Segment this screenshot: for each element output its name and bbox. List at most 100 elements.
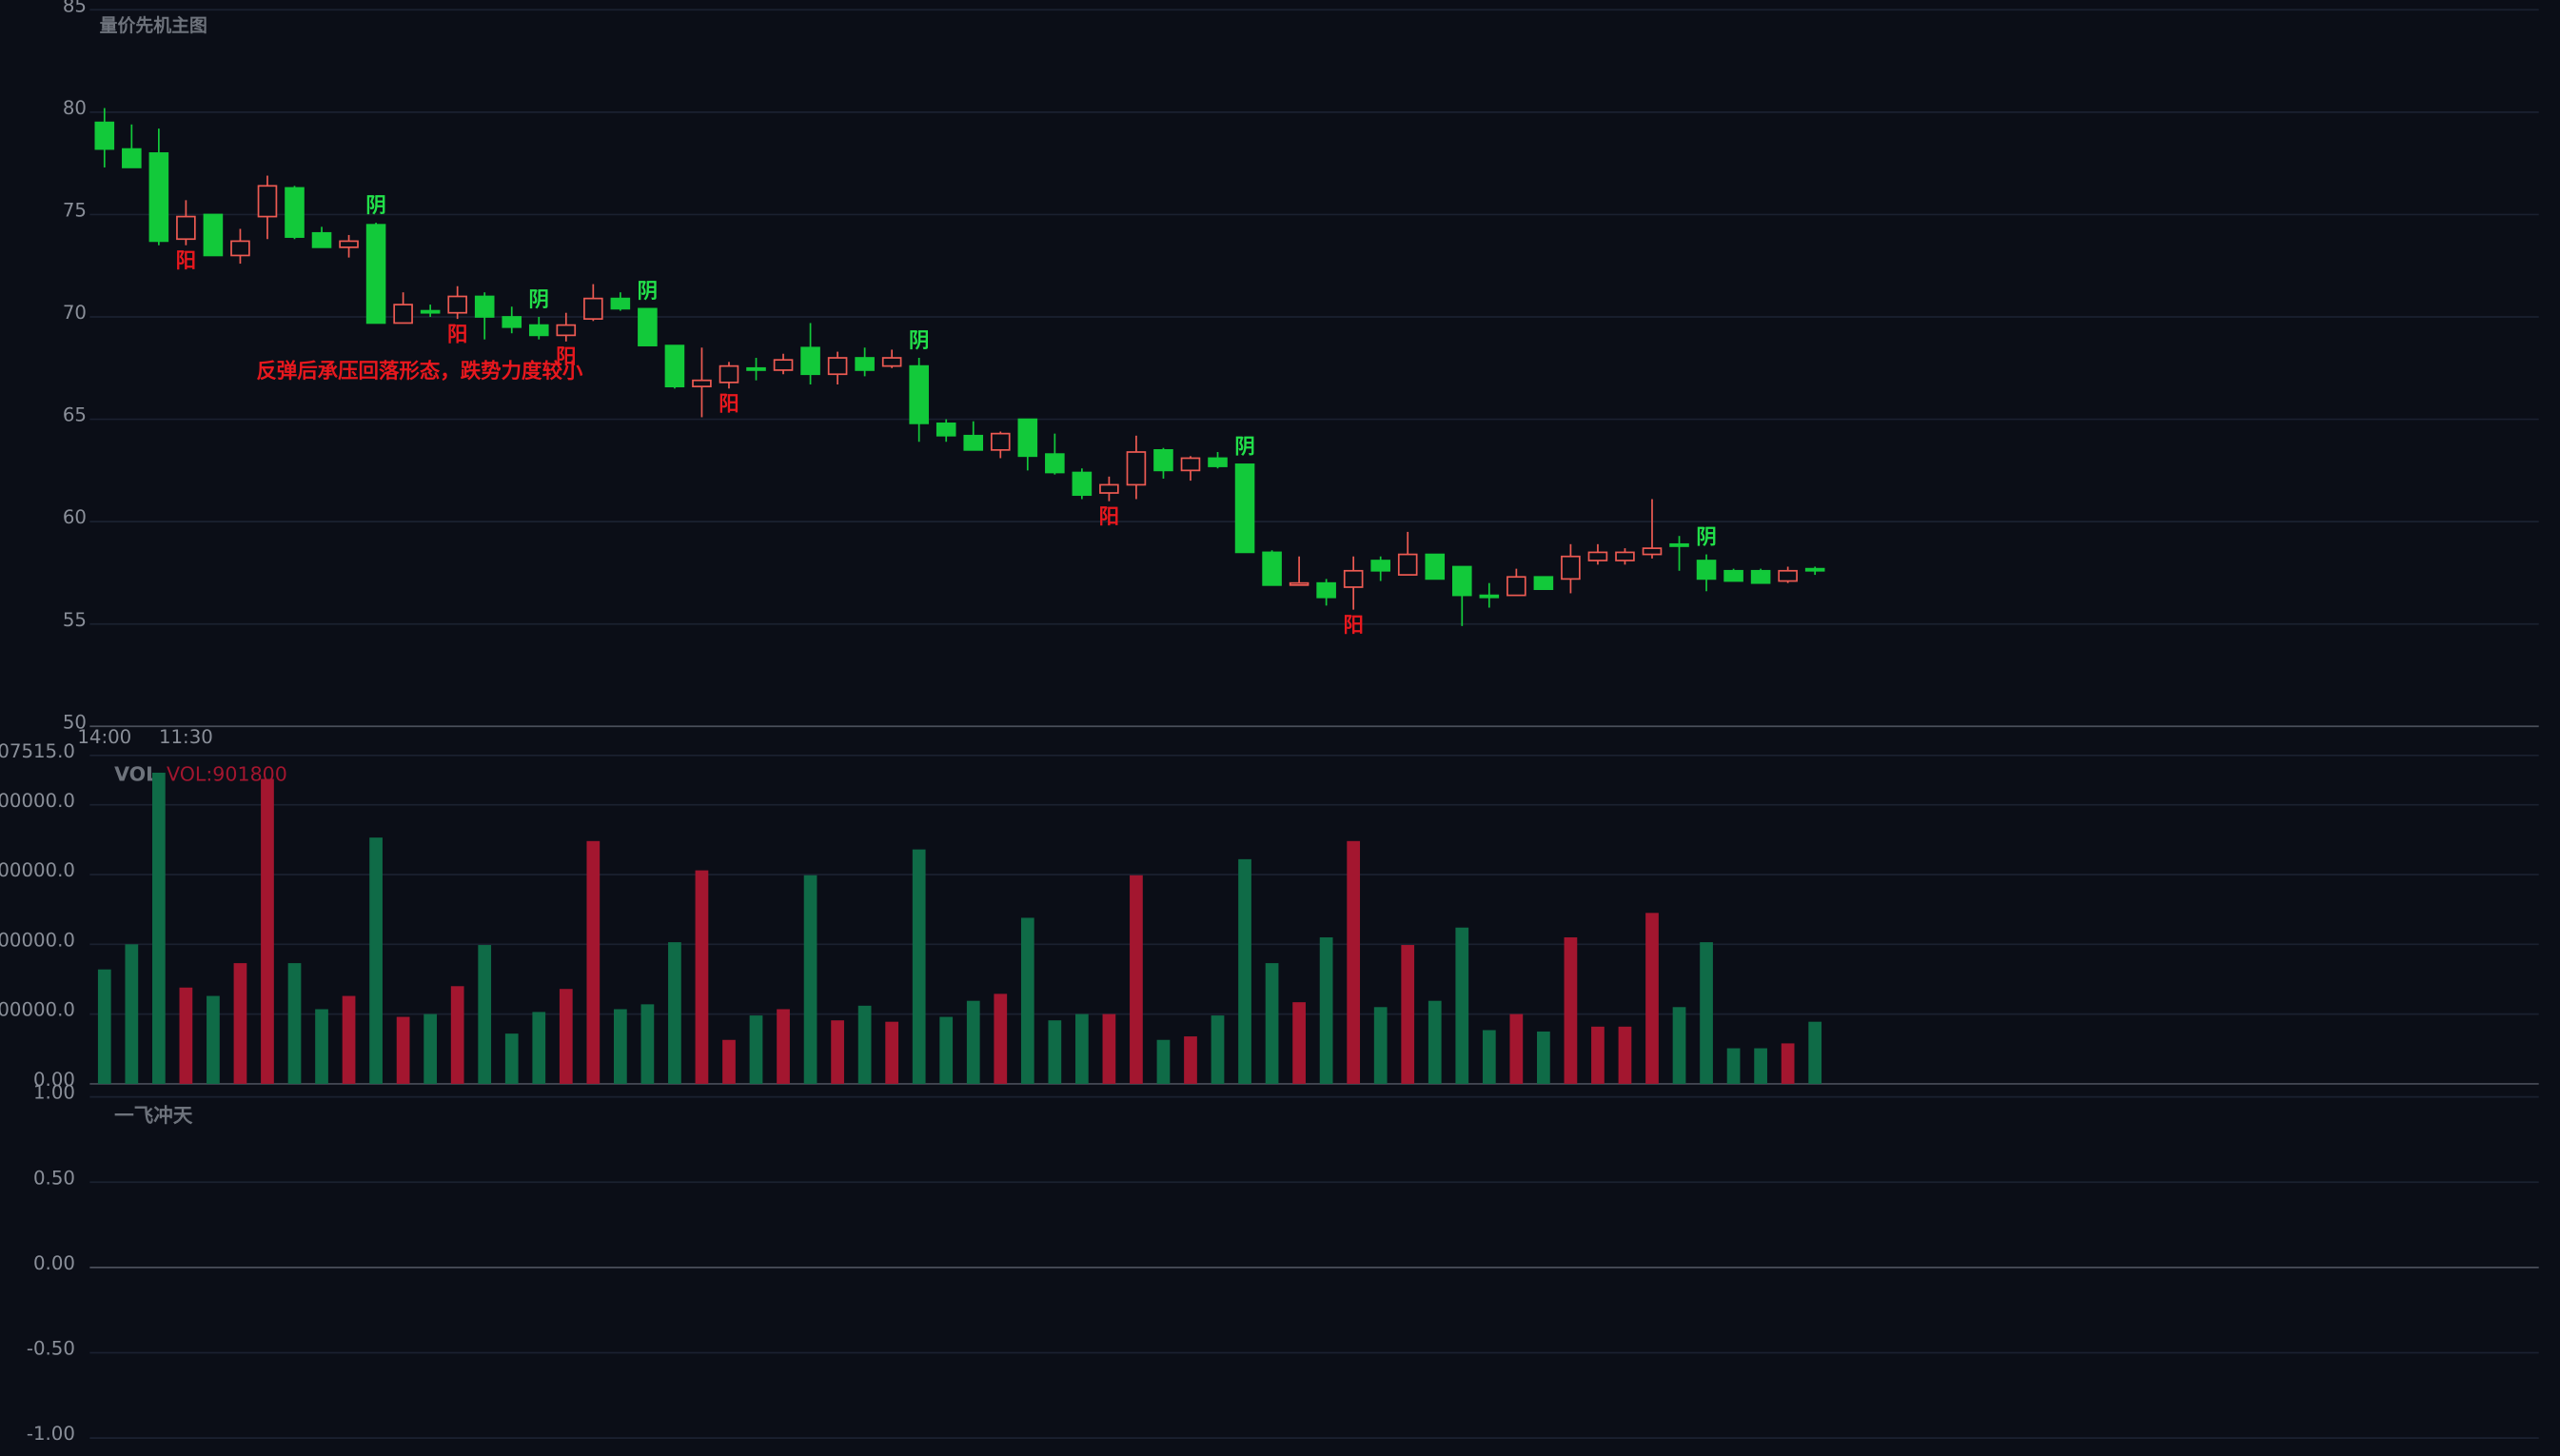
annotation: 阳 xyxy=(719,392,738,416)
legend: VOL:901800 xyxy=(167,763,287,786)
volume-bar xyxy=(1455,927,1469,1084)
y-tick-label: 65 xyxy=(63,404,87,426)
candle-body xyxy=(1397,553,1418,576)
volume-bar xyxy=(1265,963,1279,1084)
candle-body xyxy=(909,364,929,424)
volume-bar xyxy=(939,1016,954,1084)
candle-body xyxy=(94,121,115,150)
annotation: 阴 xyxy=(638,280,658,304)
volume-bar xyxy=(369,837,383,1084)
volume-bar xyxy=(1509,1013,1524,1084)
volume-bar xyxy=(396,1016,410,1084)
volume-bar xyxy=(831,1020,844,1084)
volume-bar xyxy=(1319,936,1333,1084)
candle-body xyxy=(1208,457,1228,467)
volume-bar xyxy=(966,1000,980,1084)
annotation: 阳 xyxy=(447,323,467,346)
x-tick-label: 14:00 xyxy=(77,726,131,748)
volume-bar xyxy=(315,1009,328,1084)
volume-bar xyxy=(722,1039,736,1084)
candle-body xyxy=(1669,542,1689,547)
volume-bar xyxy=(1672,1007,1686,1084)
candle-body xyxy=(664,344,685,388)
candle-body xyxy=(393,304,413,325)
candle-body xyxy=(855,357,875,371)
volume-bar xyxy=(586,840,601,1084)
candle-body xyxy=(1370,560,1390,572)
volume-bar xyxy=(803,875,817,1084)
candle-body xyxy=(638,307,658,346)
candle-body xyxy=(1316,581,1336,599)
volume-bar xyxy=(1645,913,1659,1084)
candle-body xyxy=(176,215,196,241)
candle-body xyxy=(1587,551,1608,561)
candle-body xyxy=(583,297,603,321)
candle-body xyxy=(1099,483,1119,494)
note: 反弹后承压回落形态，跌势力度较小 xyxy=(256,359,583,384)
candle-body xyxy=(692,379,712,388)
candle-body xyxy=(556,324,577,337)
y-tick-label: 80 xyxy=(63,97,87,119)
volume-bar xyxy=(532,1012,546,1084)
candle-body xyxy=(420,309,441,314)
y-tick-label: 0.00 xyxy=(33,1252,75,1274)
volume-bar xyxy=(1130,875,1143,1084)
candle-body xyxy=(474,295,495,318)
candle-body xyxy=(963,434,984,451)
candle-body xyxy=(719,364,739,384)
volume-bar xyxy=(1537,1031,1550,1084)
annotation: 阴 xyxy=(1696,525,1716,549)
candle-body xyxy=(1451,565,1472,597)
volume-bar xyxy=(640,1004,655,1084)
volume-bar xyxy=(1075,1013,1089,1084)
volume-bar xyxy=(504,1033,519,1084)
candle-body xyxy=(1804,567,1825,572)
candle-body xyxy=(990,432,1011,451)
volume-bar xyxy=(179,987,193,1084)
y-tick-label: 3000000.0 xyxy=(0,859,75,881)
volume-bar xyxy=(1156,1039,1171,1084)
volume-bar xyxy=(1292,1002,1306,1084)
candle-body xyxy=(1615,551,1635,561)
y-tick-label: 4707515.0 xyxy=(0,740,75,762)
chart-title: VOL xyxy=(114,763,158,786)
volume-bar xyxy=(1808,1021,1822,1084)
volume-bar xyxy=(287,963,302,1084)
volume-bar xyxy=(1373,1007,1388,1084)
candle-body xyxy=(610,297,631,310)
volume-bar xyxy=(1020,917,1034,1084)
candle-body xyxy=(1262,551,1282,586)
volume-bar xyxy=(261,778,274,1084)
volume-bar xyxy=(994,994,1008,1084)
annotation: 阳 xyxy=(1099,505,1119,529)
candle-body xyxy=(339,240,359,248)
volume-bar xyxy=(1347,840,1361,1084)
volume-bar xyxy=(450,986,464,1084)
x-tick-label: 11:30 xyxy=(159,726,213,748)
y-tick-label: 0.50 xyxy=(33,1167,75,1189)
candle-body xyxy=(148,152,169,243)
volume-bar xyxy=(1781,1043,1795,1084)
candle-body xyxy=(1479,594,1500,599)
volume-bar xyxy=(912,849,926,1084)
candle-body xyxy=(1425,553,1446,580)
volume-bar xyxy=(1048,1020,1062,1084)
y-tick-label: 60 xyxy=(63,506,87,528)
y-tick-label: 1000000.0 xyxy=(0,999,75,1021)
candle-body xyxy=(1642,547,1663,556)
volume-bar xyxy=(1238,858,1251,1084)
volume-bar xyxy=(777,1009,790,1084)
volume-bar xyxy=(233,963,247,1084)
volume-bar xyxy=(559,989,573,1084)
annotation: 阴 xyxy=(365,194,385,218)
candle-body xyxy=(1072,471,1093,497)
annotation: 阴 xyxy=(909,329,929,353)
candle-body xyxy=(1343,569,1364,588)
chart-title: 量价先机主图 xyxy=(100,15,207,36)
annotation: 阴 xyxy=(1234,436,1254,460)
volume-bar xyxy=(1184,1036,1197,1084)
candle-body xyxy=(1017,418,1038,458)
y-tick-label: 1.00 xyxy=(33,1082,75,1104)
